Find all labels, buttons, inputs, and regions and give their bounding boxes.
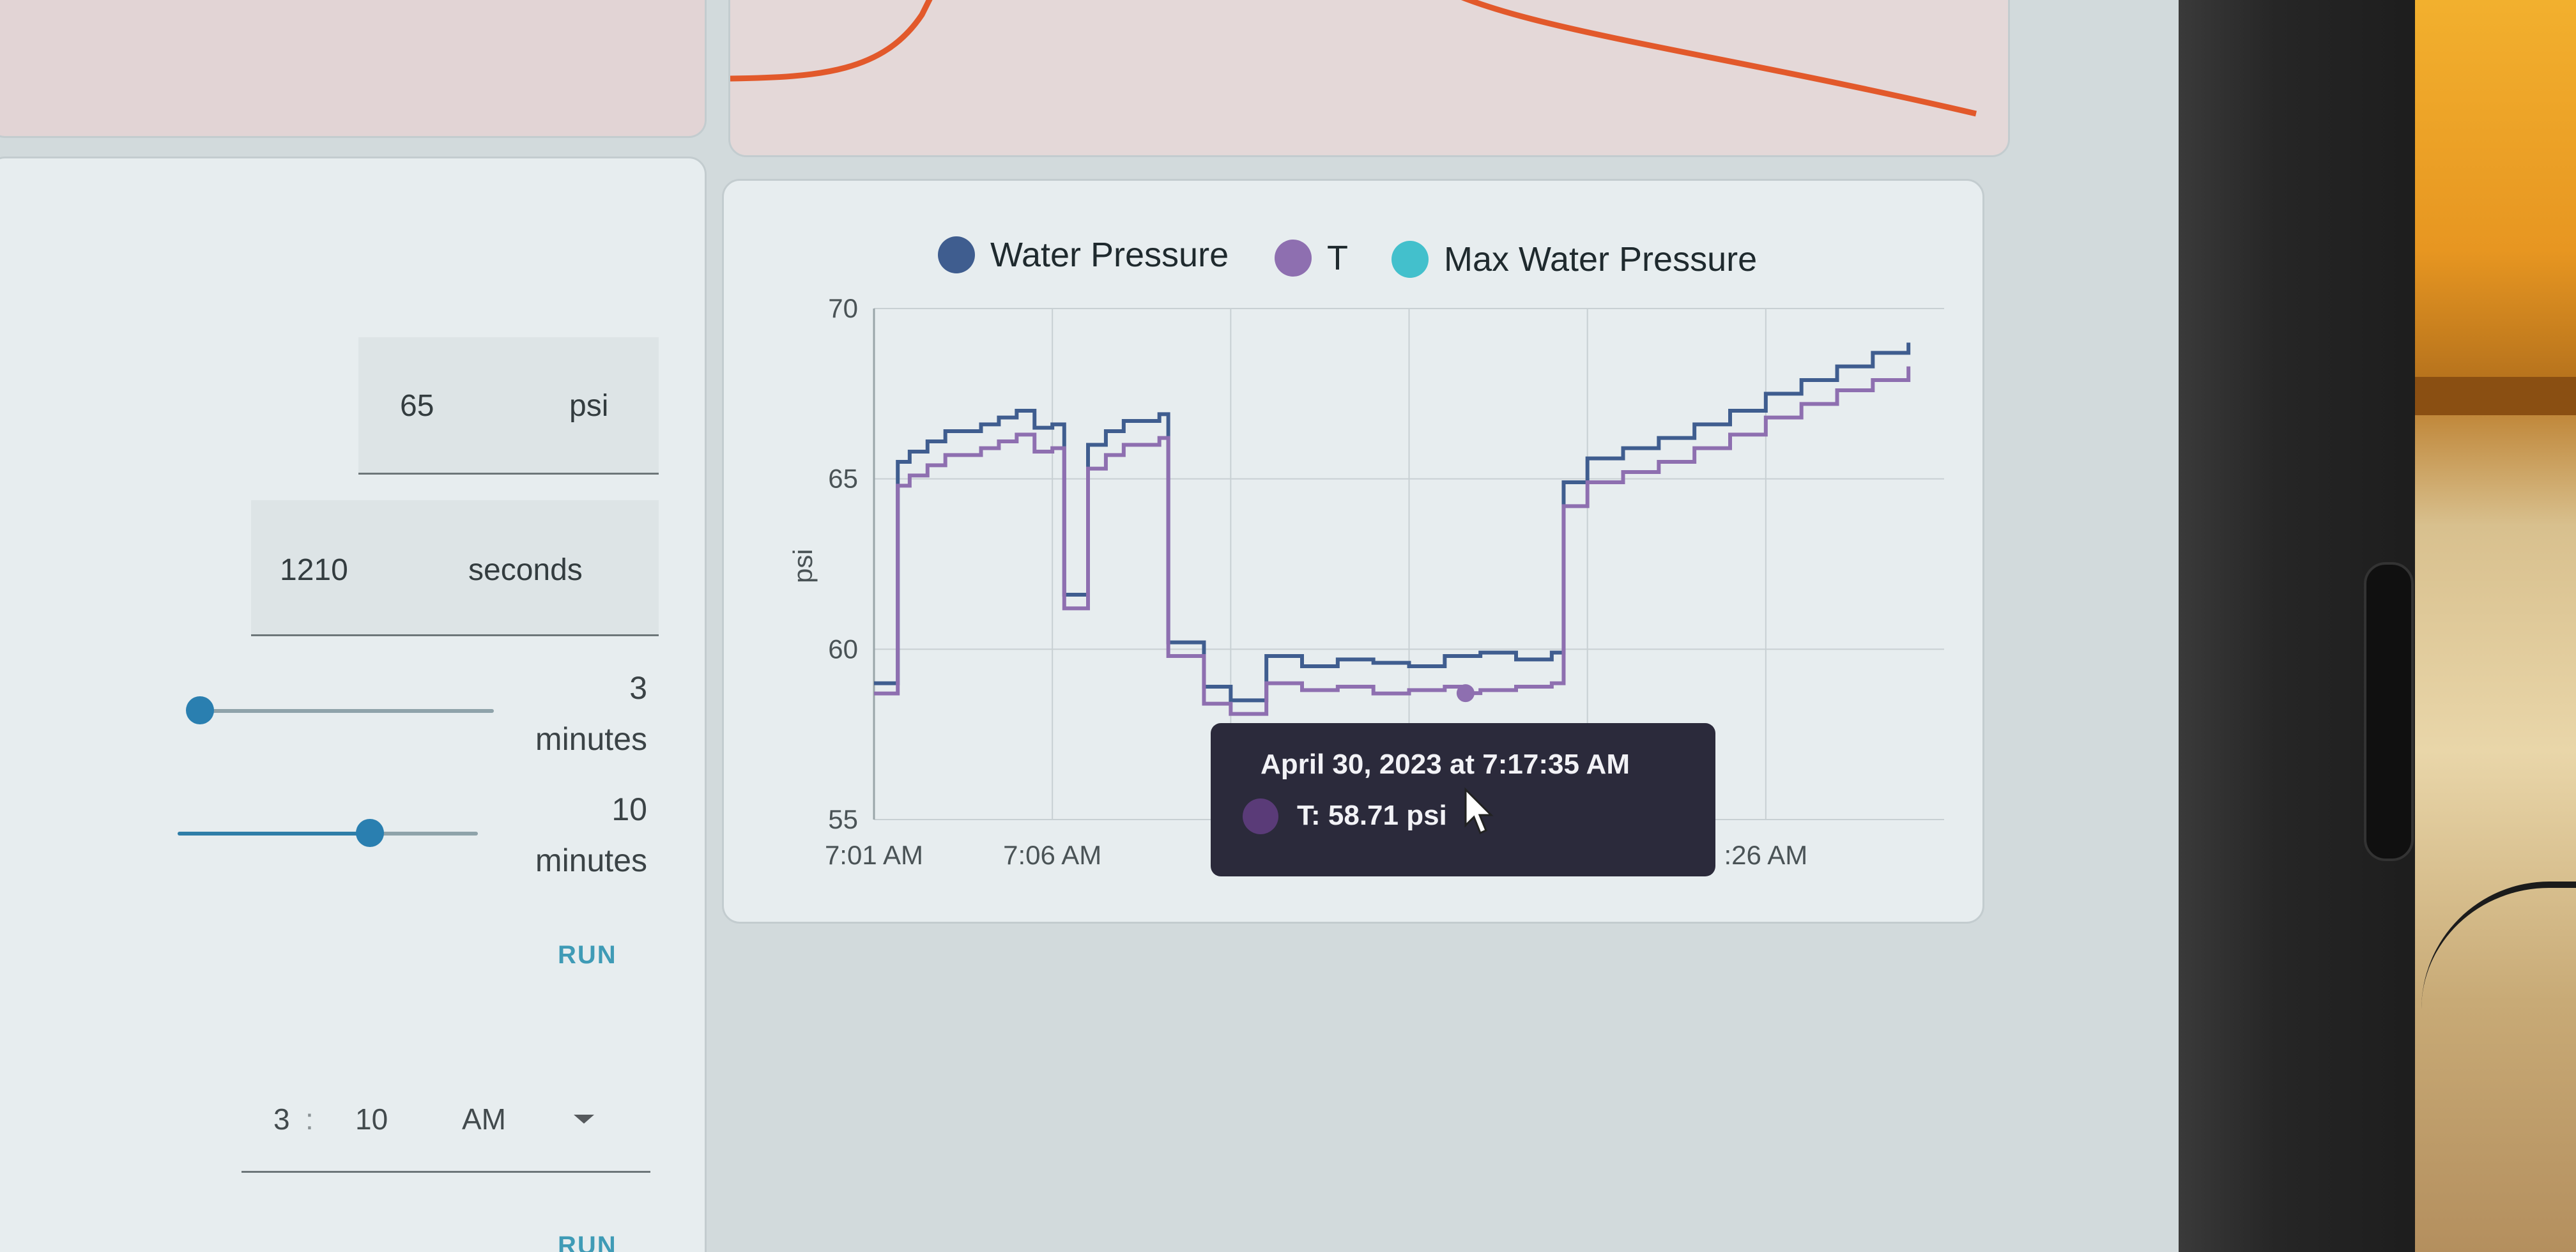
- series-line-t: [874, 366, 1911, 716]
- duration-unit: seconds: [468, 553, 583, 587]
- tooltip-title: April 30, 2023 at 7:17:35 AM: [1261, 749, 1630, 780]
- top-right-chart-card: [728, 0, 2010, 157]
- mouse-cursor-icon: [1464, 787, 1494, 835]
- y-tick-label: 55: [828, 804, 858, 834]
- x-tick-label: 7:01 AM: [825, 840, 923, 870]
- background-shelf: [2415, 377, 2576, 415]
- pressure-value: 65: [400, 389, 434, 423]
- x-tick-label: 7:06 AM: [1003, 840, 1101, 870]
- control-card: 65 psi 1210 seconds 3 minutes 10 minutes…: [0, 156, 707, 1252]
- legend-label-t: T: [1327, 239, 1348, 277]
- legend-item-water-pressure[interactable]: Water Pressure: [938, 235, 1229, 275]
- run-button-2[interactable]: RUN: [558, 1232, 617, 1252]
- chevron-down-icon[interactable]: [574, 1115, 594, 1124]
- tooltip-series-dot: [1243, 798, 1278, 834]
- schedule-hour[interactable]: 3: [273, 1103, 290, 1136]
- y-tick-label: 65: [828, 464, 858, 494]
- run-button[interactable]: RUN: [558, 941, 617, 969]
- slider-1-unit: minutes: [535, 721, 647, 757]
- slider-2-unit: minutes: [535, 843, 647, 878]
- schedule-minute[interactable]: 10: [355, 1103, 388, 1136]
- slider-2-value: 10: [611, 791, 647, 827]
- slider-1-value: 3: [629, 670, 647, 706]
- tooltip-value: T: 58.71 psi: [1297, 800, 1447, 831]
- slider-2-thumb[interactable]: [355, 819, 384, 847]
- slider-1-track[interactable]: [200, 709, 494, 713]
- top-chart-line: [730, 0, 1977, 117]
- legend-label-water-pressure: Water Pressure: [990, 236, 1229, 274]
- legend-item-t[interactable]: T: [1275, 238, 1348, 278]
- y-tick-label: 70: [828, 293, 858, 323]
- legend-item-max-water-pressure[interactable]: Max Water Pressure: [1392, 240, 1757, 279]
- legend-dot-water-pressure: [938, 236, 975, 273]
- legend-label-max-water-pressure: Max Water Pressure: [1444, 240, 1758, 279]
- schedule-meridiem[interactable]: AM: [462, 1103, 506, 1136]
- series-line-water-pressure: [874, 342, 1911, 703]
- x-tick-label: :26 AM: [1724, 840, 1807, 870]
- schedule-time-picker[interactable]: 3 : 10 AM: [241, 1062, 650, 1173]
- slider-2-fill: [178, 832, 370, 836]
- legend-dot-max-water-pressure: [1392, 241, 1429, 278]
- pressure-unit: psi: [569, 389, 609, 423]
- legend-dot-t: [1275, 240, 1312, 277]
- schedule-separator: :: [305, 1103, 314, 1136]
- pressure-input[interactable]: 65 psi: [358, 337, 659, 475]
- y-tick-label: 60: [828, 634, 858, 664]
- hovered-point: [1456, 684, 1475, 703]
- duration-input[interactable]: 1210 seconds: [251, 500, 659, 636]
- slider-1-thumb[interactable]: [186, 696, 214, 724]
- screen: 65 psi 1210 seconds 3 minutes 10 minutes…: [0, 0, 2010, 1252]
- chart-tooltip: April 30, 2023 at 7:17:35 AM T: 58.71 ps…: [1211, 723, 1715, 876]
- duration-value: 1210: [280, 553, 348, 587]
- monitor-button: [2364, 562, 2414, 861]
- top-left-card: [0, 0, 707, 138]
